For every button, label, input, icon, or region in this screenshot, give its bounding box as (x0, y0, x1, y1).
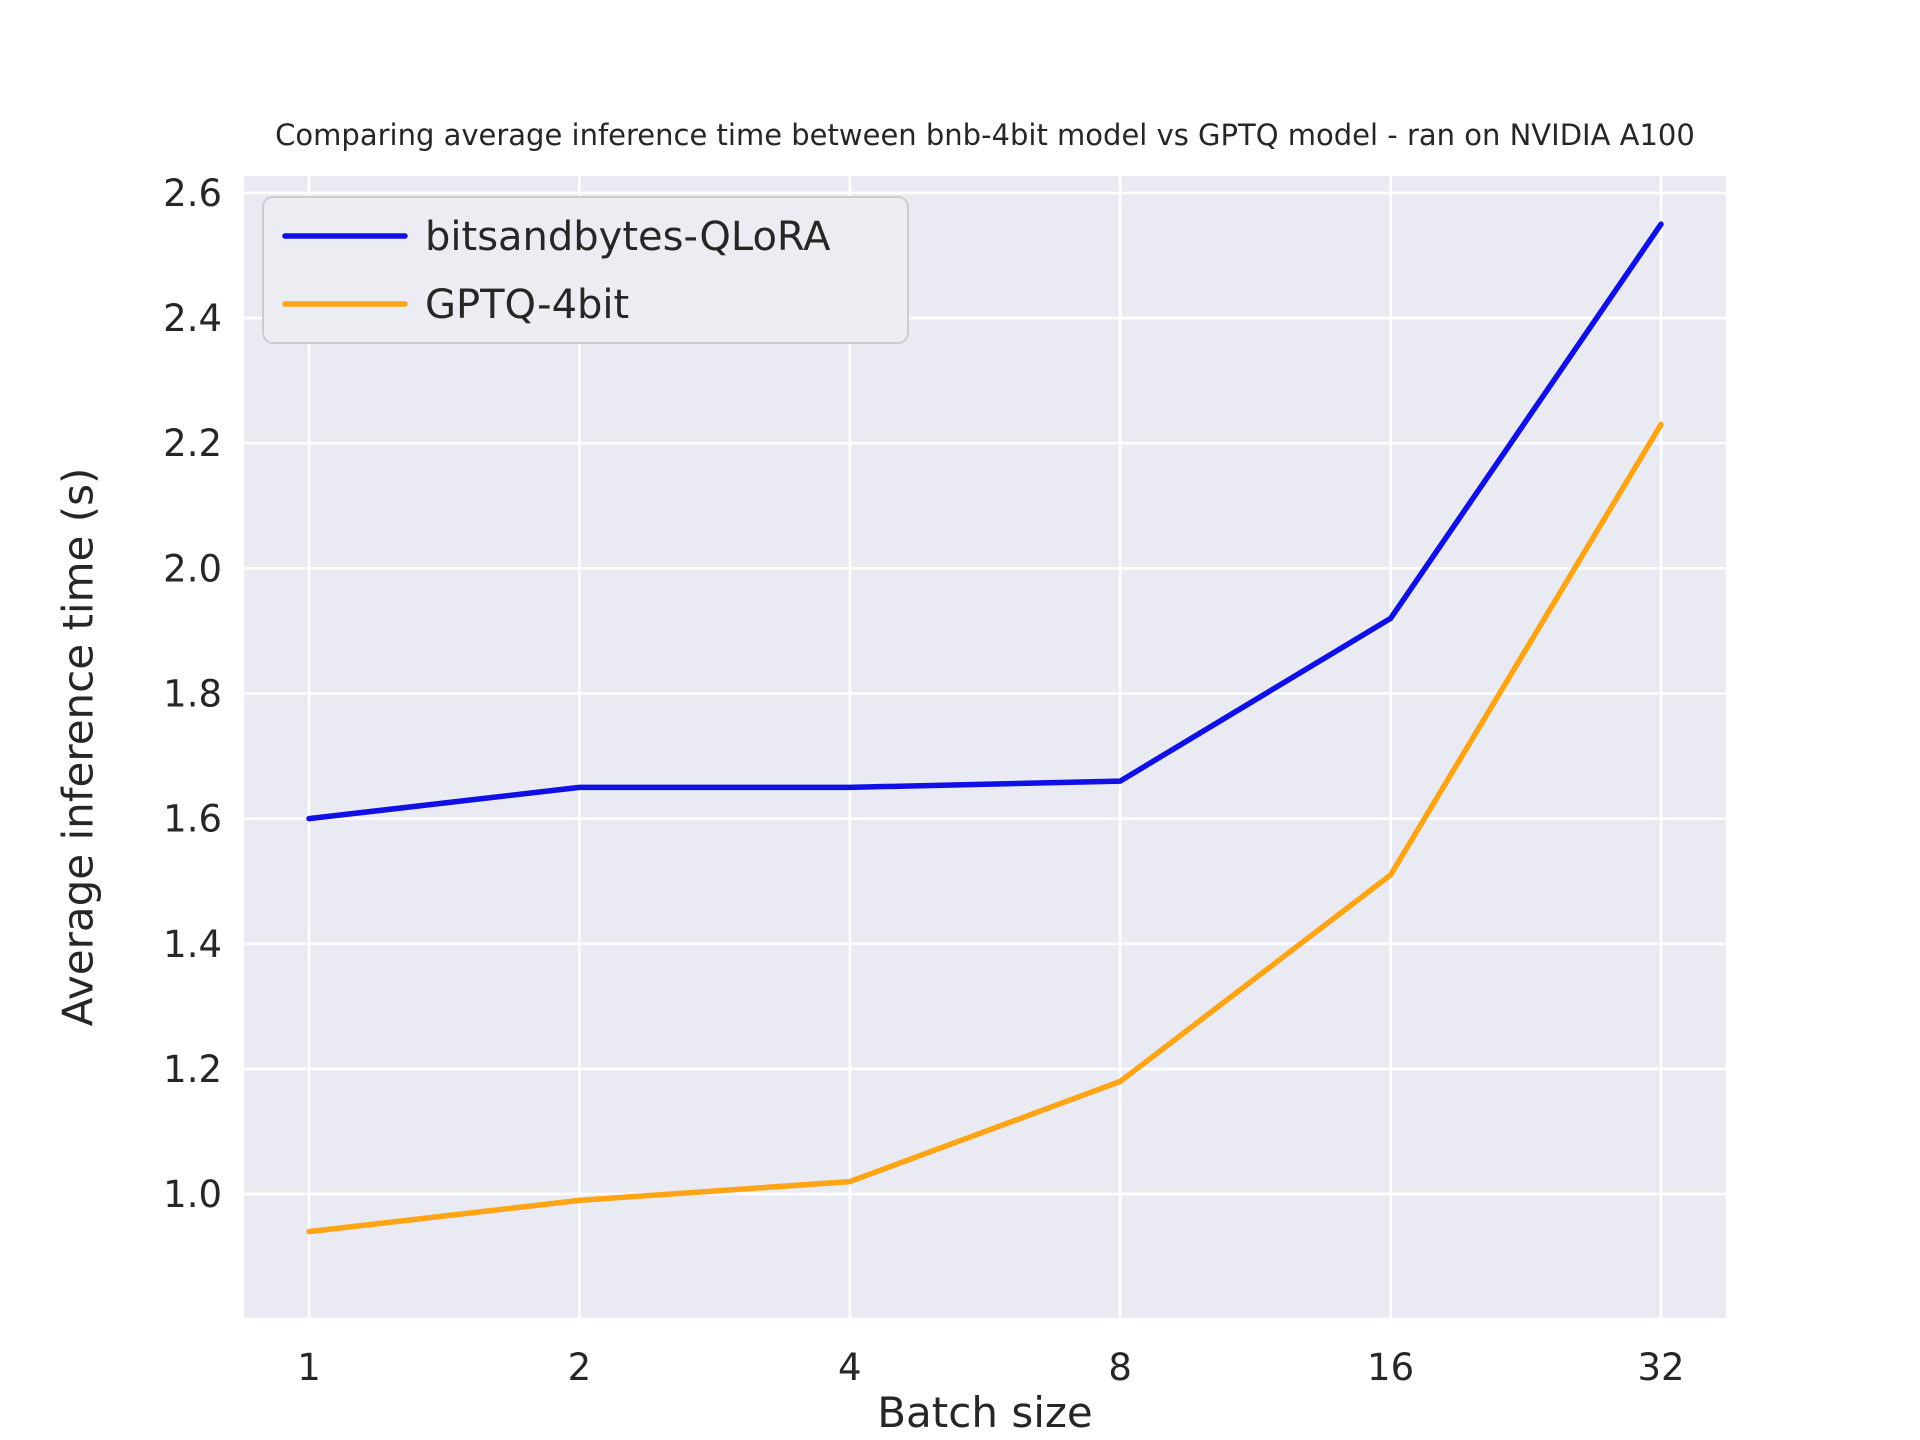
y-tick-label: 2.2 (163, 422, 222, 465)
x-axis-label: Batch size (877, 1388, 1093, 1437)
legend-label-1: bitsandbytes-QLoRA (425, 214, 831, 260)
x-tick-label: 2 (568, 1346, 592, 1389)
legend-box (262, 196, 909, 344)
y-tick-label: 2.0 (163, 547, 222, 590)
y-axis-label: Average inference time (s) (53, 467, 103, 1027)
y-tick-label: 1.8 (163, 672, 222, 715)
y-tick-label: 1.4 (163, 923, 222, 966)
x-tick-label: 8 (1108, 1346, 1132, 1389)
y-tick-label: 2.4 (163, 297, 222, 340)
series-line-bitsandbytes-qlora (306, 221, 1664, 822)
x-tick-label: 4 (838, 1346, 862, 1389)
series-line-gptq-4bit (306, 421, 1664, 1235)
x-tick-label: 1 (297, 1346, 321, 1389)
x-tick-label: 16 (1367, 1346, 1414, 1389)
y-tick-label: 1.6 (163, 798, 222, 841)
x-tick-label: 32 (1637, 1346, 1684, 1389)
legend-label-2: GPTQ-4bit (425, 282, 629, 328)
y-tick-label: 1.2 (163, 1048, 222, 1091)
y-tick-label: 2.6 (163, 172, 222, 215)
y-tick-label: 1.0 (163, 1173, 222, 1216)
chart-title: Comparing average inference time between… (275, 118, 1695, 152)
plot-area (244, 176, 1726, 1318)
